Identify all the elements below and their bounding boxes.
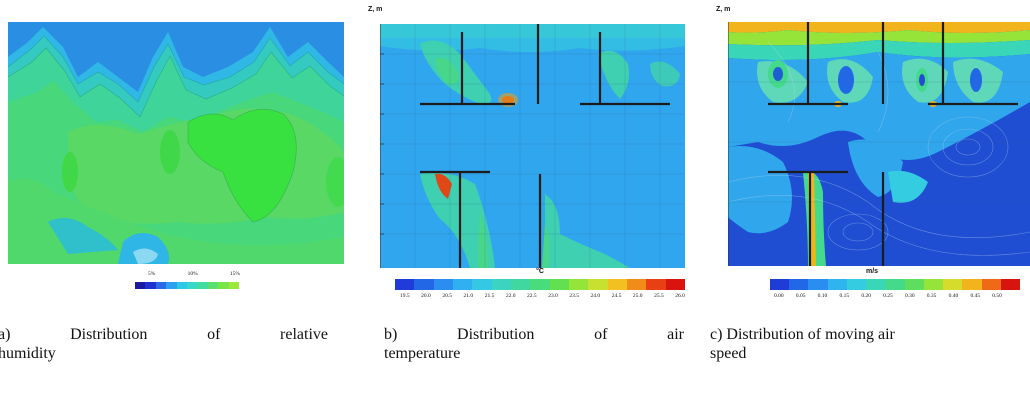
speed-colorbar-ticks: 0.00 0.05 0.10 0.15 0.20 0.25 0.30 0.35 0.40 0.45… [774, 293, 1002, 299]
caption-c-line1: c) Distribution of moving air [710, 326, 895, 343]
temperature-colorbar-ticks-label-8: 23.5 [569, 293, 579, 299]
temperature-colorbar-ticks-label-6: 22.5 [527, 293, 537, 299]
caption-a-prefix: a) [0, 326, 11, 343]
speed-colorbar-ticks-label-10: 0.50 [992, 293, 1002, 299]
caption-b-word3: air [667, 326, 684, 343]
humidity-colorbar-swatch-0 [135, 282, 146, 289]
caption-a-line2: humidity [0, 345, 56, 362]
humidity-colorbar-ticks-label-0: 5% [148, 271, 156, 277]
humidity-colorbar-swatch-3 [166, 282, 177, 289]
speed-colorbar-ticks-label-6: 0.30 [904, 293, 915, 299]
temperature-colorbar-swatch-10 [588, 279, 608, 290]
temperature-colorbar-swatch-0 [395, 279, 415, 290]
temperature-colorbar-swatch-5 [491, 279, 511, 290]
temperature-colorbar-ticks-label-9: 24.0 [590, 293, 601, 299]
caption-c-line2: speed [710, 345, 747, 362]
temperature-colorbar-ticks-label-0: 19.5 [400, 293, 410, 299]
caption-c: c) Distribution of moving air speed [710, 325, 1030, 363]
speed-colorbar-swatch-9 [943, 279, 963, 290]
temperature-colorbar-ticks-label-10: 24.5 [611, 293, 622, 299]
temperature-colorbar-ticks-label-13: 26.0 [675, 293, 685, 299]
humidity-colorbar-ticks-label-1: 10% [187, 271, 198, 277]
temperature-colorbar-swatch-12 [626, 279, 647, 290]
temperature-colorbar-ticks-label-1: 20.0 [421, 293, 431, 299]
temperature-colorbar-ticks-label-5: 22.0 [505, 293, 516, 299]
temperature-colorbar-swatch-3 [452, 279, 473, 290]
humidity-colorbar-swatch-1 [145, 282, 156, 289]
humidity-colorbar-swatch-7 [207, 282, 219, 289]
temperature-colorbar-swatch-2 [433, 279, 453, 290]
temperature-colorbar-swatch-7 [530, 279, 550, 290]
temperature-colorbar-ticks-label-4: 21.5 [484, 293, 495, 299]
caption-b-line1: b) Distribution of air [384, 325, 684, 344]
caption-a-line1: a) Distribution of relative [0, 325, 328, 344]
speed-colorbar [770, 279, 1021, 290]
caption-b-prefix: b) [384, 326, 398, 343]
caption-a-word2: of [207, 326, 221, 343]
z-axis-label-c: Z, m [716, 6, 731, 13]
speed-colorbar-ticks-label-9: 0.45 [970, 293, 981, 299]
speed-colorbar-ticks-label-1: 0.05 [795, 293, 806, 299]
humidity-colorbar-swatch-5 [187, 282, 198, 289]
speed-colorbar-ticks-label-0: 0.00 [774, 293, 784, 299]
temperature-colorbar-ticks: 19.5 20.0 20.5 21.0 21.5 22.0 22.5 23.0 23.5 24.0… [400, 293, 685, 299]
humidity-colorbar-swatch-8 [218, 282, 229, 289]
temperature-contour-plot [380, 24, 685, 268]
speed-colorbar-ticks-label-8: 0.40 [948, 293, 959, 299]
temperature-colorbar-swatch-11 [607, 279, 627, 290]
temperature-colorbar-ticks-label-2: 20.5 [442, 293, 452, 299]
speed-colorbar-swatch-12 [1000, 279, 1021, 290]
speed-colorbar-ticks-label-5: 0.25 [883, 293, 893, 299]
caption-b-line2: temperature [384, 345, 461, 362]
temperature-colorbar-ticks-label-12: 25.5 [654, 293, 664, 299]
humidity-colorbar-swatch-9 [228, 282, 240, 289]
speed-colorbar-ticks-label-4: 0.20 [861, 293, 871, 299]
humidity-colorbar-swatch-4 [176, 282, 188, 289]
speed-colorbar-ticks-label-7: 0.35 [926, 293, 937, 299]
z-axis-label: Z, m [368, 6, 383, 13]
temperature-colorbar-swatch-6 [510, 279, 531, 290]
temperature-colorbar-swatch-1 [414, 279, 434, 290]
speed-contour-image [728, 22, 1030, 266]
temperature-colorbar-ticks-label-7: 23.0 [548, 293, 558, 299]
humidity-contour-plot [8, 22, 344, 264]
speed-colorbar-ticks-label-3: 0.15 [839, 293, 850, 299]
speed-colorbar-swatch-6 [885, 279, 905, 290]
caption-b-word1: Distribution [457, 326, 535, 343]
temperature-colorbar-swatch-13 [646, 279, 666, 290]
speed-colorbar-ticks-label-2: 0.10 [817, 293, 828, 299]
temperature-colorbar-swatch-14 [665, 279, 685, 290]
caption-a-word3: relative [280, 326, 328, 343]
speed-colorbar-swatch-11 [981, 279, 1001, 290]
caption-a: a) Distribution of relative humidity [0, 325, 328, 363]
speed-contour-plot [728, 22, 1030, 266]
speed-colorbar-swatch-4 [846, 279, 867, 290]
temperature-colorbar-swatch-4 [472, 279, 492, 290]
humidity-colorbar-swatch-2 [155, 282, 167, 289]
temperature-colorbar-swatch-9 [568, 279, 589, 290]
caption-b: b) Distribution of air temperature [384, 325, 684, 363]
temperature-contour-image [380, 24, 685, 268]
speed-colorbar-swatch-0 [770, 279, 790, 290]
speed-unit: m/s [865, 268, 879, 275]
temperature-colorbar [395, 279, 685, 290]
speed-colorbar-swatch-5 [866, 279, 886, 290]
humidity-contour-image [8, 22, 344, 264]
humidity-colorbar-ticks: 5% 10% 15% [148, 271, 240, 277]
humidity-colorbar-ticks-label-2: 15% [229, 271, 240, 277]
speed-colorbar-swatch-8 [923, 279, 944, 290]
humidity-colorbar [135, 282, 240, 289]
temperature-colorbar-swatch-8 [549, 279, 569, 290]
speed-colorbar-swatch-7 [904, 279, 924, 290]
temperature-unit: °C [536, 268, 544, 275]
speed-colorbar-swatch-1 [789, 279, 809, 290]
speed-colorbar-swatch-2 [808, 279, 828, 290]
temperature-colorbar-ticks-label-11: 25.0 [632, 293, 643, 299]
caption-a-word1: Distribution [70, 326, 148, 343]
humidity-colorbar-swatch-6 [197, 282, 208, 289]
speed-colorbar-swatch-3 [827, 279, 847, 290]
temperature-colorbar-ticks-label-3: 21.0 [463, 293, 474, 299]
caption-b-word2: of [594, 326, 608, 343]
speed-colorbar-swatch-10 [962, 279, 982, 290]
